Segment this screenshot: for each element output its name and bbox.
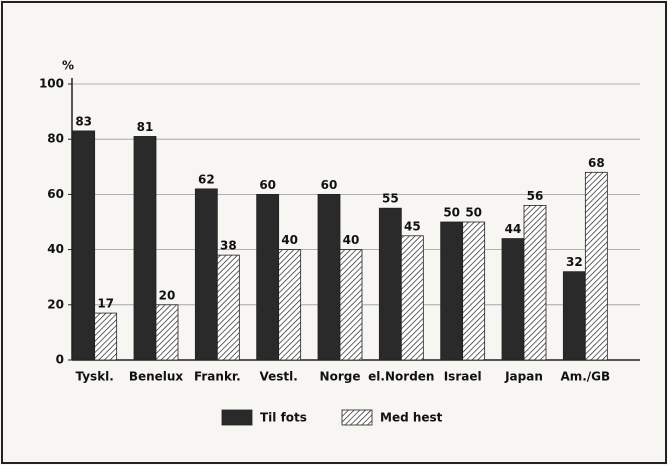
x-tick-label: el.Norden (368, 370, 434, 384)
value-label: 81 (137, 120, 154, 134)
bar (501, 238, 525, 361)
bar (94, 312, 118, 361)
bar (256, 193, 280, 361)
value-label: 40 (343, 233, 360, 247)
bar (440, 221, 464, 361)
y-tick-label: 0 (56, 353, 64, 367)
bar (216, 254, 240, 361)
x-tick-label: Norge (320, 370, 361, 384)
bar (562, 271, 586, 361)
value-label: 17 (97, 297, 114, 311)
x-tick-label: Tyskl. (75, 370, 113, 384)
value-label: 60 (259, 178, 276, 192)
y-tick-label: 20 (47, 297, 64, 311)
legend-label: Til fots (260, 411, 307, 425)
legend-swatch (341, 409, 373, 426)
value-label: 55 (382, 192, 399, 206)
bar (400, 235, 424, 361)
value-label: 56 (527, 189, 544, 203)
value-label: 20 (159, 288, 176, 302)
x-tick-label: Benelux (129, 370, 184, 384)
value-label: 45 (404, 219, 421, 233)
bar (317, 193, 341, 361)
bar (378, 207, 402, 361)
bar (133, 136, 157, 361)
value-label: 62 (198, 172, 215, 186)
bar (339, 249, 363, 361)
x-tick-label: Am./GB (560, 370, 610, 384)
y-tick-label: 40 (47, 242, 64, 256)
bar (72, 130, 96, 361)
legend-swatch (221, 409, 253, 426)
value-label: 60 (321, 178, 338, 192)
value-label: 50 (443, 206, 460, 220)
y-tick-label: 60 (47, 187, 64, 201)
value-label: 50 (465, 206, 482, 220)
x-tick-label: Frankr. (194, 370, 241, 384)
bar (278, 249, 302, 361)
x-tick-label: Japan (504, 370, 543, 384)
bar (155, 304, 179, 361)
x-tick-label: Israel (444, 370, 482, 384)
value-label: 68 (588, 156, 605, 170)
bar (194, 188, 218, 361)
value-label: 83 (75, 114, 92, 128)
value-label: 32 (566, 255, 583, 269)
y-tick-label: 80 (47, 132, 64, 146)
bar (523, 205, 547, 361)
value-label: 40 (281, 233, 298, 247)
value-label: 44 (505, 222, 522, 236)
value-label: 38 (220, 239, 237, 253)
bar (584, 171, 608, 361)
legend-label: Med hest (380, 411, 443, 425)
y-axis-label: % (62, 59, 74, 73)
bar (462, 221, 486, 361)
y-tick-label: 100 (39, 77, 64, 91)
x-tick-label: Vestl. (260, 370, 298, 384)
